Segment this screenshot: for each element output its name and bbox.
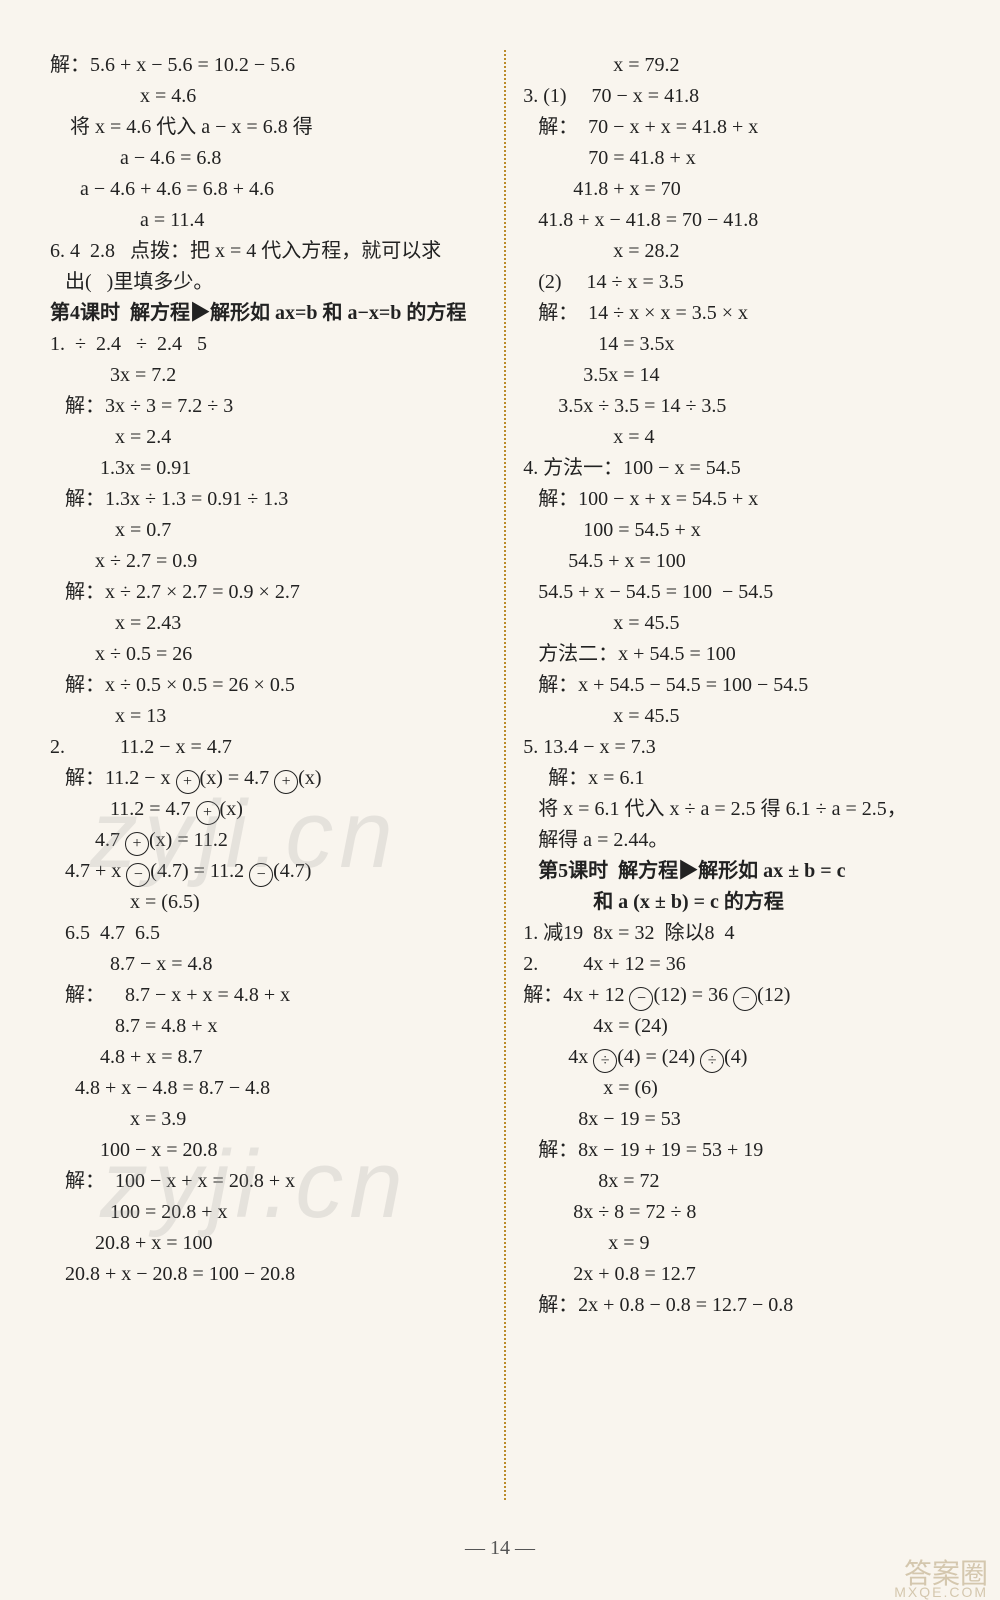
- math-line: 41.8 + x = 70: [523, 174, 960, 205]
- math-line: 41.8 + x − 41.8 = 70 − 41.8: [523, 205, 960, 236]
- math-line: 20.8 + x = 100: [50, 1228, 487, 1259]
- math-line: a − 4.6 + 4.6 = 6.8 + 4.6: [50, 174, 487, 205]
- math-line: 解：2x + 0.8 − 0.8 = 12.7 − 0.8: [523, 1290, 960, 1321]
- math-line: x = 3.9: [50, 1104, 487, 1135]
- math-line: 和 a (x ± b) = c 的方程: [523, 887, 960, 918]
- math-line: x = (6): [523, 1073, 960, 1104]
- math-line: 第5课时 解方程▶解形如 ax ± b = c: [523, 856, 960, 887]
- math-line: 将 x = 6.1 代入 x ÷ a = 2.5 得 6.1 ÷ a = 2.5…: [523, 794, 960, 825]
- math-line: a − 4.6 = 6.8: [50, 143, 487, 174]
- math-line: 4.8 + x = 8.7: [50, 1042, 487, 1073]
- math-line: 解：x ÷ 2.7 × 2.7 = 0.9 × 2.7: [50, 577, 487, 608]
- math-line: 解：8x − 19 + 19 = 53 + 19: [523, 1135, 960, 1166]
- math-line: x = 4.6: [50, 81, 487, 112]
- math-line: 解：x = 6.1: [523, 763, 960, 794]
- math-line: 1.3x = 0.91: [50, 453, 487, 484]
- math-line: x ÷ 2.7 = 0.9: [50, 546, 487, 577]
- math-line: 4.7 + x −(4.7) = 11.2 −(4.7): [50, 856, 487, 887]
- math-line: 5. 13.4 − x = 7.3: [523, 732, 960, 763]
- math-line: 4. 方法一：100 − x = 54.5: [523, 453, 960, 484]
- math-line: x = 45.5: [523, 608, 960, 639]
- math-line: 解：x + 54.5 − 54.5 = 100 − 54.5: [523, 670, 960, 701]
- math-line: 54.5 + x = 100: [523, 546, 960, 577]
- math-line: x = (6.5): [50, 887, 487, 918]
- math-line: 11.2 = 4.7 +(x): [50, 794, 487, 825]
- right-column: x = 79.23. (1) 70 − x = 41.8 解： 70 − x +…: [523, 50, 960, 1500]
- math-line: 100 = 54.5 + x: [523, 515, 960, 546]
- math-line: 2x + 0.8 = 12.7: [523, 1259, 960, 1290]
- math-line: 解：1.3x ÷ 1.3 = 0.91 ÷ 1.3: [50, 484, 487, 515]
- math-line: 70 = 41.8 + x: [523, 143, 960, 174]
- math-line: 1. 减19 8x = 32 除以8 4: [523, 918, 960, 949]
- math-line: 3.5x ÷ 3.5 = 14 ÷ 3.5: [523, 391, 960, 422]
- math-line: 方法二：x + 54.5 = 100: [523, 639, 960, 670]
- math-line: 解： 70 − x + x = 41.8 + x: [523, 112, 960, 143]
- math-line: x = 9: [523, 1228, 960, 1259]
- math-line: 解：11.2 − x +(x) = 4.7 +(x): [50, 763, 487, 794]
- math-line: x = 4: [523, 422, 960, 453]
- brand-sub: MXQE.COM: [894, 1584, 988, 1600]
- math-line: x ÷ 0.5 = 26: [50, 639, 487, 670]
- math-line: 3x = 7.2: [50, 360, 487, 391]
- math-line: 4x = (24): [523, 1011, 960, 1042]
- math-line: x = 13: [50, 701, 487, 732]
- math-line: 2. 11.2 − x = 4.7: [50, 732, 487, 763]
- math-line: 1. ÷ 2.4 ÷ 2.4 5: [50, 329, 487, 360]
- math-line: a = 11.4: [50, 205, 487, 236]
- math-line: x = 79.2: [523, 50, 960, 81]
- math-line: 3. (1) 70 − x = 41.8: [523, 81, 960, 112]
- page-number: — 14 —: [0, 1537, 1000, 1560]
- math-line: x = 28.2: [523, 236, 960, 267]
- math-line: 解得 a = 2.44。: [523, 825, 960, 856]
- math-line: 出( )里填多少。: [50, 267, 487, 298]
- math-line: 8.7 − x = 4.8: [50, 949, 487, 980]
- column-divider: [487, 50, 523, 1500]
- math-line: 4x ÷(4) = (24) ÷(4): [523, 1042, 960, 1073]
- math-line: 8x = 72: [523, 1166, 960, 1197]
- math-line: x = 0.7: [50, 515, 487, 546]
- math-line: (2) 14 ÷ x = 3.5: [523, 267, 960, 298]
- left-column: 解：5.6 + x − 5.6 = 10.2 − 5.6 x = 4.6 将 x…: [50, 50, 487, 1500]
- math-line: 8x ÷ 8 = 72 ÷ 8: [523, 1197, 960, 1228]
- math-line: 将 x = 4.6 代入 a − x = 6.8 得: [50, 112, 487, 143]
- math-line: 14 = 3.5x: [523, 329, 960, 360]
- math-line: x = 2.4: [50, 422, 487, 453]
- math-line: 4.7 +(x) = 11.2: [50, 825, 487, 856]
- math-line: 8.7 = 4.8 + x: [50, 1011, 487, 1042]
- math-line: 3.5x = 14: [523, 360, 960, 391]
- math-line: 解： 14 ÷ x × x = 3.5 × x: [523, 298, 960, 329]
- math-line: 解：100 − x + x = 54.5 + x: [523, 484, 960, 515]
- math-line: 100 = 20.8 + x: [50, 1197, 487, 1228]
- math-line: x = 45.5: [523, 701, 960, 732]
- math-line: 4.8 + x − 4.8 = 8.7 − 4.8: [50, 1073, 487, 1104]
- math-line: 2. 4x + 12 = 36: [523, 949, 960, 980]
- math-line: 54.5 + x − 54.5 = 100 − 54.5: [523, 577, 960, 608]
- math-line: 解：x ÷ 0.5 × 0.5 = 26 × 0.5: [50, 670, 487, 701]
- math-line: 20.8 + x − 20.8 = 100 − 20.8: [50, 1259, 487, 1290]
- math-line: 6. 4 2.8 点拨：把 x = 4 代入方程，就可以求: [50, 236, 487, 267]
- math-line: 解：3x ÷ 3 = 7.2 ÷ 3: [50, 391, 487, 422]
- math-line: 8x − 19 = 53: [523, 1104, 960, 1135]
- math-line: 解： 100 − x + x = 20.8 + x: [50, 1166, 487, 1197]
- math-line: 解：4x + 12 −(12) = 36 −(12): [523, 980, 960, 1011]
- math-line: x = 2.43: [50, 608, 487, 639]
- math-line: 解：5.6 + x − 5.6 = 10.2 − 5.6: [50, 50, 487, 81]
- math-line: 100 − x = 20.8: [50, 1135, 487, 1166]
- math-line: 第4课时 解方程▶解形如 ax=b 和 a−x=b 的方程: [50, 298, 487, 329]
- math-line: 6.5 4.7 6.5: [50, 918, 487, 949]
- math-line: 解： 8.7 − x + x = 4.8 + x: [50, 980, 487, 1011]
